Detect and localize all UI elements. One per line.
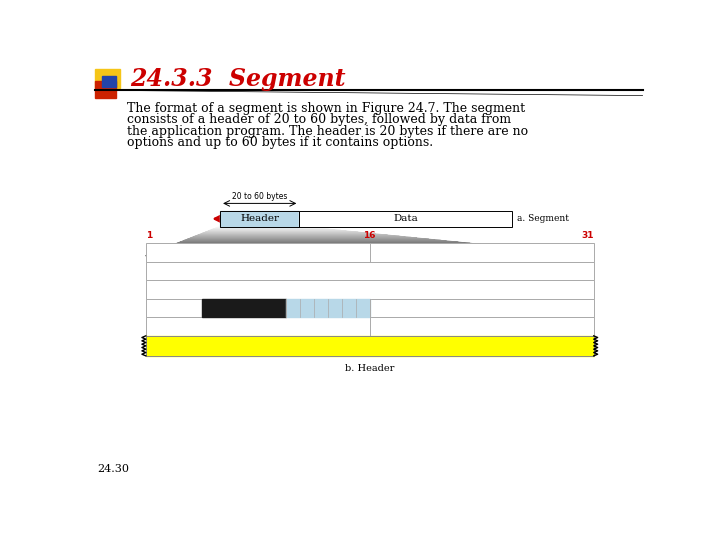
Polygon shape [177,243,470,244]
Polygon shape [159,250,541,251]
Polygon shape [186,239,435,240]
Polygon shape [153,252,564,253]
Polygon shape [183,240,446,241]
Text: R: R [290,306,295,310]
Text: 6 bits: 6 bits [234,308,253,316]
Bar [96,70,120,88]
Text: 16 bits: 16 bits [467,327,496,334]
Bar [96,81,116,98]
Text: b. Header: b. Header [345,363,395,373]
Bar [202,299,286,318]
Bar [102,76,117,87]
Bar [220,211,300,226]
Polygon shape [171,245,494,246]
Text: 31: 31 [581,231,594,240]
Text: N: N [346,312,351,317]
Bar [145,244,594,262]
Polygon shape [189,238,423,239]
Polygon shape [161,249,535,250]
Text: 16 bits: 16 bits [467,253,496,260]
Polygon shape [179,242,464,243]
Polygon shape [217,227,311,228]
Text: consists of a header of 20 to 60 bytes, followed by data from: consists of a header of 20 to 60 bytes, … [127,113,511,126]
Text: (up to 40 bytes): (up to 40 bytes) [330,346,409,355]
Text: 16 bits: 16 bits [469,308,495,316]
Text: Urgent pointer: Urgent pointer [447,320,516,329]
Polygon shape [215,228,323,229]
Text: a. Segment: a. Segment [517,214,569,224]
Bar [220,211,300,226]
Text: Window size: Window size [455,302,508,310]
Text: 1: 1 [145,231,152,240]
Bar [286,299,370,318]
Text: HLEN: HLEN [162,302,186,310]
Bar [145,262,594,280]
Polygon shape [181,241,452,242]
Bar [145,336,594,356]
Text: C: C [305,306,309,310]
Text: Sequence number: Sequence number [328,265,412,273]
Text: 32 bits: 32 bits [356,289,384,298]
Text: P: P [319,300,323,305]
Text: A: A [305,300,309,305]
Text: Y: Y [347,306,351,310]
Text: S: S [333,306,337,310]
Text: 16: 16 [364,231,376,240]
Text: 24.3.3  Segment: 24.3.3 Segment [130,68,346,91]
Text: Destination port address: Destination port address [425,246,539,255]
Text: Header: Header [240,214,279,224]
Text: 16 bits: 16 bits [243,327,272,334]
Polygon shape [192,237,411,238]
Polygon shape [210,230,341,231]
Polygon shape [148,254,588,255]
Polygon shape [204,232,364,233]
Text: U: U [290,300,295,305]
Text: The format of a segment is shown in Figure 24.7. The segment: The format of a segment is shown in Figu… [127,102,526,115]
Bar [300,211,513,226]
Polygon shape [156,251,552,252]
Text: Checksum: Checksum [234,320,282,329]
Text: Acknowledgment number: Acknowledgment number [311,283,429,292]
Text: the application program. The header is 20 bytes if there are no: the application program. The header is 2… [127,125,528,138]
Polygon shape [195,236,400,237]
Text: S: S [346,300,351,305]
Text: K: K [305,312,309,317]
Polygon shape [219,226,305,227]
Text: 24.30: 24.30 [98,464,130,475]
Polygon shape [174,244,482,245]
Text: Reserved: Reserved [226,302,261,310]
Polygon shape [163,248,523,249]
Bar [145,280,594,299]
Text: I: I [361,306,364,310]
Polygon shape [145,255,594,256]
Text: H: H [318,312,323,317]
Polygon shape [150,253,576,254]
Text: options and up to 60 bytes if it contains options.: options and up to 60 bytes if it contain… [127,137,433,150]
Text: F: F [361,300,365,305]
Polygon shape [197,235,394,236]
Bar [145,336,594,356]
Text: N: N [360,312,366,317]
Polygon shape [165,247,517,248]
Text: Data: Data [393,214,418,224]
Text: Options and padding: Options and padding [318,338,421,347]
Text: G: G [290,312,295,317]
Polygon shape [199,234,382,235]
Text: 16 bits: 16 bits [243,253,272,260]
Text: 32 bits: 32 bits [356,271,384,279]
Text: T: T [333,312,337,317]
Bar [145,299,594,318]
Polygon shape [207,231,352,232]
Polygon shape [168,246,505,247]
Text: Source port address: Source port address [211,246,305,255]
Text: R: R [333,300,337,305]
Text: S: S [318,306,323,310]
Bar [145,318,594,336]
Bar [300,211,513,226]
Polygon shape [201,233,376,234]
Text: 4 bits: 4 bits [164,308,184,316]
Text: 20 to 60 bytes: 20 to 60 bytes [232,192,287,201]
